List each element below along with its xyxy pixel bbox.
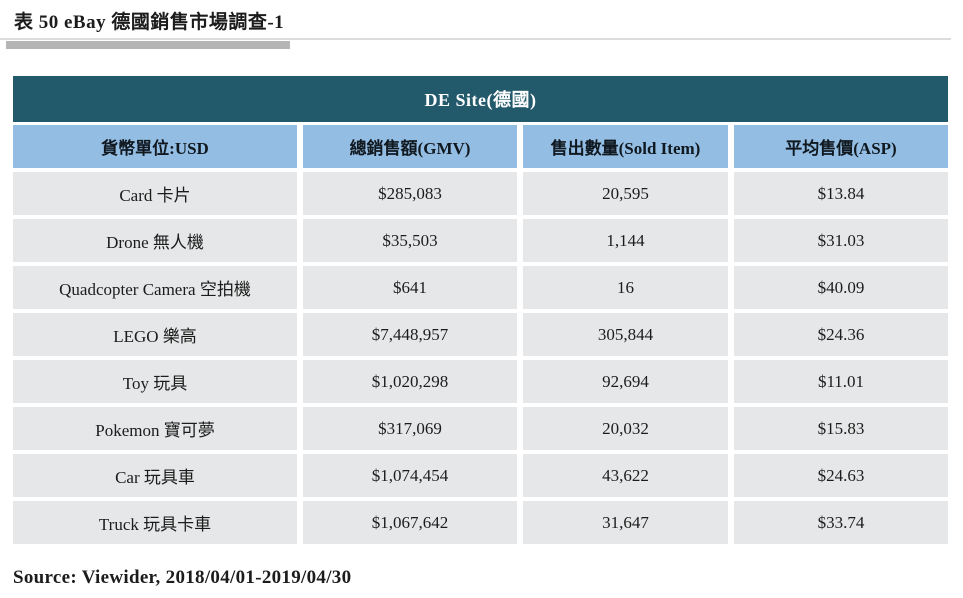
sold-item-value: 1,144 xyxy=(523,219,728,262)
table-banner: DE Site(德國) xyxy=(13,76,948,122)
title-divider-line xyxy=(0,38,951,40)
sold-item-value: 92,694 xyxy=(523,360,728,403)
source-note: Source: Viewider, 2018/04/01-2019/04/30 xyxy=(13,567,352,588)
column-header-asp: 平均售價(ASP) xyxy=(734,125,948,168)
row-label: Card 卡片 xyxy=(13,172,297,215)
table-row: Pokemon 寶可夢 $317,069 20,032 $15.83 xyxy=(13,407,948,450)
column-header-gmv: 總銷售額(GMV) xyxy=(303,125,517,168)
asp-value: $11.01 xyxy=(734,360,948,403)
gmv-value: $285,083 xyxy=(303,172,517,215)
sold-item-value: 31,647 xyxy=(523,501,728,544)
sold-item-value: 43,622 xyxy=(523,454,728,497)
sold-item-value: 16 xyxy=(523,266,728,309)
asp-value: $15.83 xyxy=(734,407,948,450)
gmv-value: $317,069 xyxy=(303,407,517,450)
column-header-sold-item: 售出數量(Sold Item) xyxy=(523,125,728,168)
row-label: Truck 玩具卡車 xyxy=(13,501,297,544)
table-row: Quadcopter Camera 空拍機 $641 16 $40.09 xyxy=(13,266,948,309)
gmv-value: $7,448,957 xyxy=(303,313,517,356)
page-title: 表 50 eBay 德國銷售市場調查-1 xyxy=(14,12,285,33)
gmv-value: $641 xyxy=(303,266,517,309)
sold-item-value: 20,032 xyxy=(523,407,728,450)
table-row: LEGO 樂高 $7,448,957 305,844 $24.36 xyxy=(13,313,948,356)
asp-value: $31.03 xyxy=(734,219,948,262)
gmv-value: $1,067,642 xyxy=(303,501,517,544)
sold-item-value: 20,595 xyxy=(523,172,728,215)
title-divider-bar xyxy=(6,41,290,49)
table-row: Car 玩具車 $1,074,454 43,622 $24.63 xyxy=(13,454,948,497)
row-label: Pokemon 寶可夢 xyxy=(13,407,297,450)
table-row: Toy 玩具 $1,020,298 92,694 $11.01 xyxy=(13,360,948,403)
asp-value: $33.74 xyxy=(734,501,948,544)
row-label: LEGO 樂高 xyxy=(13,313,297,356)
gmv-value: $1,074,454 xyxy=(303,454,517,497)
gmv-value: $1,020,298 xyxy=(303,360,517,403)
row-label: Car 玩具車 xyxy=(13,454,297,497)
row-label: Drone 無人機 xyxy=(13,219,297,262)
asp-value: $40.09 xyxy=(734,266,948,309)
table-header-row: 貨幣單位:USD 總銷售額(GMV) 售出數量(Sold Item) 平均售價(… xyxy=(13,125,948,168)
row-label: Toy 玩具 xyxy=(13,360,297,403)
asp-value: $24.63 xyxy=(734,454,948,497)
sold-item-value: 305,844 xyxy=(523,313,728,356)
gmv-value: $35,503 xyxy=(303,219,517,262)
row-label: Quadcopter Camera 空拍機 xyxy=(13,266,297,309)
asp-value: $24.36 xyxy=(734,313,948,356)
asp-value: $13.84 xyxy=(734,172,948,215)
table-row: Drone 無人機 $35,503 1,144 $31.03 xyxy=(13,219,948,262)
table-row: Card 卡片 $285,083 20,595 $13.84 xyxy=(13,172,948,215)
sales-table: DE Site(德國) 貨幣單位:USD 總銷售額(GMV) 售出數量(Sold… xyxy=(13,76,948,544)
column-header-currency: 貨幣單位:USD xyxy=(13,125,297,168)
table-row: Truck 玩具卡車 $1,067,642 31,647 $33.74 xyxy=(13,501,948,544)
